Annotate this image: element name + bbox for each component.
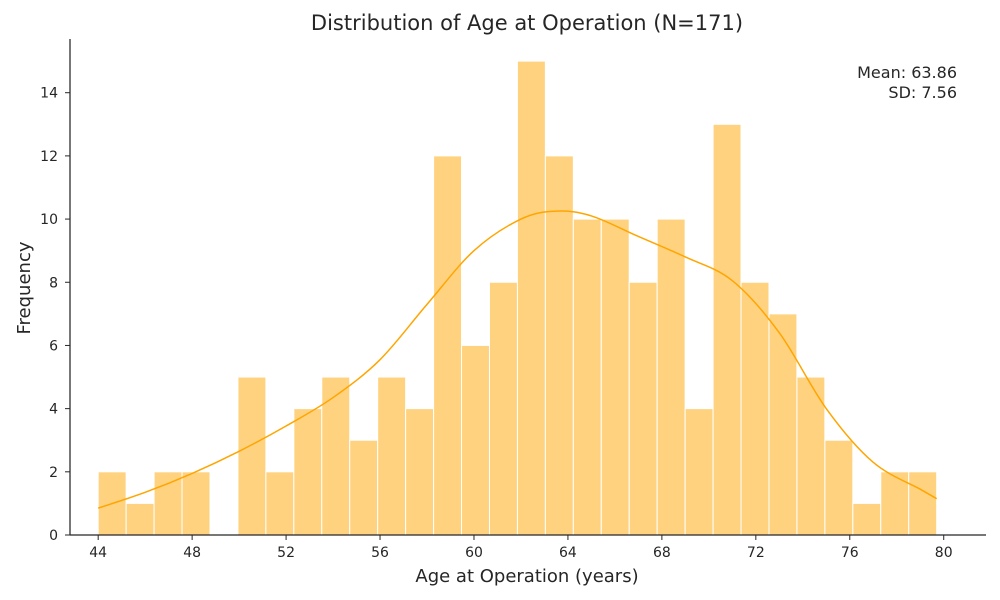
histogram-bar <box>237 376 267 536</box>
y-tick-label: 6 <box>49 338 58 354</box>
x-tick-labels: 44 48 52 56 60 64 68 72 76 80 <box>89 535 953 561</box>
x-tick-label: 60 <box>465 545 483 561</box>
x-tick-label: 68 <box>653 545 671 561</box>
y-tick-label: 12 <box>40 149 58 165</box>
histogram-bar <box>433 155 463 536</box>
histogram-bar <box>516 60 546 536</box>
x-tick-label: 76 <box>841 545 859 561</box>
histogram-bar <box>712 123 742 536</box>
y-tick-labels: 0 2 4 6 8 10 12 14 <box>40 86 70 544</box>
histogram-bar <box>293 408 323 536</box>
histogram-bar <box>405 408 435 536</box>
x-tick-label: 80 <box>935 545 953 561</box>
histogram-bar <box>265 471 295 536</box>
chart-title: Distribution of Age at Operation (N=171) <box>311 11 743 35</box>
x-axis-title: Age at Operation (years) <box>415 566 638 587</box>
y-tick-label: 8 <box>49 275 58 291</box>
histogram-bar <box>796 376 826 536</box>
histogram-bar <box>461 344 490 536</box>
x-tick-label: 56 <box>371 545 389 561</box>
y-tick-label: 2 <box>49 465 58 481</box>
histogram-bar <box>684 408 714 536</box>
x-tick-label: 72 <box>747 545 765 561</box>
histogram-bar <box>349 439 379 536</box>
histogram-bar <box>572 218 602 536</box>
histogram-bar <box>488 281 518 536</box>
y-tick-label: 4 <box>49 402 58 418</box>
histogram-bar <box>321 376 351 536</box>
histogram-bar <box>740 281 770 536</box>
histogram-bar <box>181 471 211 536</box>
y-tick-label: 14 <box>40 86 58 102</box>
histogram-bar <box>768 313 798 536</box>
kde-curve <box>97 210 938 509</box>
histogram-bar <box>908 471 938 536</box>
histogram-bar <box>628 281 658 536</box>
x-tick-label: 44 <box>89 545 107 561</box>
histogram-bar <box>377 376 407 536</box>
histogram-bar <box>544 155 574 536</box>
mean-annotation: Mean: 63.86 <box>857 63 957 82</box>
y-axis-title: Frequency <box>14 241 35 334</box>
y-tick-label: 10 <box>40 212 58 228</box>
x-tick-label: 64 <box>559 545 577 561</box>
histogram-bar <box>153 471 183 536</box>
x-tick-label: 48 <box>183 545 201 561</box>
histogram-bar <box>600 218 630 536</box>
y-tick-label: 0 <box>49 528 58 544</box>
bars-layer <box>97 60 938 536</box>
histogram-bar <box>656 218 686 536</box>
sd-annotation: SD: 7.56 <box>888 83 957 102</box>
x-tick-label: 52 <box>277 545 295 561</box>
histogram-bar <box>125 502 155 536</box>
histogram-bar <box>824 439 854 536</box>
histogram-bar <box>852 502 882 536</box>
